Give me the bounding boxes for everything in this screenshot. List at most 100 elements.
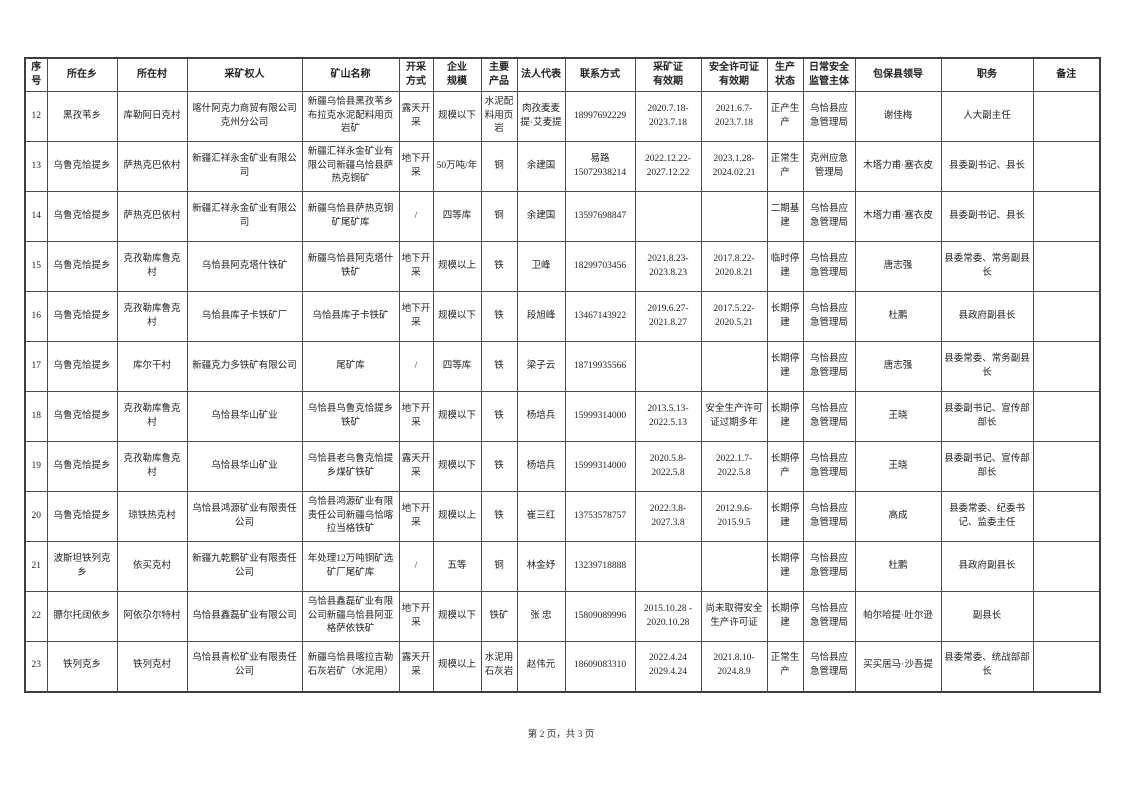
column-header-zw: 职务 [940, 57, 1034, 92]
table-cell-bbld: 唐志强 [854, 241, 942, 292]
table-cell-bbld: 杜鹏 [854, 541, 942, 592]
table-cell-ksmc: 乌恰县乌鲁克恰提乡铁矿 [301, 391, 400, 442]
table-cell-ckqr: 新疆汇祥永金矿业有限公司 [186, 191, 303, 242]
table-cell-qygm: 五等 [432, 541, 482, 592]
table-cell-ksmc: 年处理12万吨铜矿选矿厂尾矿库 [301, 541, 400, 592]
table-cell-ksmc: 新疆乌恰县萨热克铜矿尾矿库 [301, 191, 400, 242]
table-cell-cun: 库尔干村 [116, 341, 188, 392]
table-cell-ksmc: 乌恰县鸿源矿业有限责任公司新疆乌恰喀拉当格铁矿 [301, 491, 400, 542]
table-cell-bbld: 高成 [854, 491, 942, 542]
column-header-frdb: 法人代表 [516, 57, 566, 92]
table-cell-ckfs: 地下开采 [398, 291, 434, 342]
table-cell-bbld: 木塔力甫·塞衣皮 [854, 191, 942, 242]
table-cell-zw: 县政府副县长 [940, 541, 1034, 592]
table-cell-ckqr: 乌恰县阿克塔什铁矿 [186, 241, 303, 292]
table-cell-zw: 县委副书记、宣传部部长 [940, 441, 1034, 492]
table-cell-bbld: 谢佳梅 [854, 91, 942, 142]
table-cell-xh: 22 [24, 591, 48, 642]
table-cell-bz [1032, 441, 1101, 492]
table-cell-xh: 16 [24, 291, 48, 342]
table-cell-zw: 县委常委、常务副县长 [940, 241, 1034, 292]
table-cell-bbld: 木塔力甫·塞衣皮 [854, 141, 942, 192]
table-cell-bz [1032, 641, 1101, 692]
table-cell-bbld: 王晓 [854, 391, 942, 442]
table-cell-ckz: 2022.4.24 2029.4.24 [634, 641, 702, 692]
table-cell-sczt: 长期停建 [766, 341, 804, 392]
table-cell-zw: 人大副主任 [940, 91, 1034, 142]
table-cell-zw: 县委常委、统战部部长 [940, 641, 1034, 692]
table-cell-bz [1032, 591, 1101, 642]
table-cell-lxfs: 13239718888 [564, 541, 636, 592]
table-cell-jg: 克州应急管理局 [802, 141, 856, 192]
table-cell-aqxkz: 2017.8.22- 2020.8.21 [700, 241, 768, 292]
table-cell-bz [1032, 241, 1101, 292]
table-cell-aqxkz: 2017.5.22- 2020.5.21 [700, 291, 768, 342]
table-cell-lxfs: 13597698847 [564, 191, 636, 242]
table-cell-zw: 副县长 [940, 591, 1034, 642]
table-cell-xiang: 铁列克乡 [46, 641, 118, 692]
column-header-ckqr: 采矿权人 [186, 57, 303, 92]
table-cell-xh: 15 [24, 241, 48, 292]
table-cell-bbld: 唐志强 [854, 341, 942, 392]
table-cell-qygm: 50万吨/年 [432, 141, 482, 192]
table-cell-ckqr: 新疆汇祥永金矿业有限公司 [186, 141, 303, 192]
table-cell-xiang: 黑孜苇乡 [46, 91, 118, 142]
table-cell-ksmc: 新疆乌恰县喀拉吉勒石灰岩矿（水泥用） [301, 641, 400, 692]
table-cell-sczt: 长期停建 [766, 491, 804, 542]
table-cell-ckfs: / [398, 191, 434, 242]
table-cell-zw: 县委副书记、县长 [940, 141, 1034, 192]
table-cell-aqxkz [700, 541, 768, 592]
table-row: 22 膘尔托阔依乡 阿依尕尔特村 乌恰县鑫磊矿业有限公司 乌恰县鑫磊矿业有限公司新疆乌恰… [24, 591, 1101, 642]
table-cell-qygm: 规模以上 [432, 241, 482, 292]
table-cell-xiang: 膘尔托阔依乡 [46, 591, 118, 642]
table-cell-ksmc: 乌恰县鑫磊矿业有限公司新疆乌恰县阿亚格萨依铁矿 [301, 591, 400, 642]
table-cell-ckz [634, 191, 702, 242]
table-cell-qygm: 规模以下 [432, 441, 482, 492]
table-cell-jg: 乌恰县应急管理局 [802, 341, 856, 392]
table-cell-qygm: 规模以上 [432, 641, 482, 692]
table-cell-xh: 19 [24, 441, 48, 492]
column-header-ksmc: 矿山名称 [301, 57, 400, 92]
table-cell-xiang: 乌鲁克恰提乡 [46, 491, 118, 542]
table-row: 20 乌鲁克恰提乡 琼铁热克村 乌恰县鸿源矿业有限责任公司 乌恰县鸿源矿业有限责任公司新… [24, 491, 1101, 542]
table-cell-xh: 18 [24, 391, 48, 442]
table-cell-ckz: 2021.8.23- 2023.8.23 [634, 241, 702, 292]
table-cell-zycp: 铜 [480, 541, 518, 592]
table-cell-cun: 库勒阿日克村 [116, 91, 188, 142]
table-cell-bz [1032, 391, 1101, 442]
column-header-xiang: 所在乡 [46, 57, 118, 92]
table-cell-bz [1032, 91, 1101, 142]
table-cell-xh: 21 [24, 541, 48, 592]
table-cell-bz [1032, 291, 1101, 342]
table-cell-aqxkz [700, 341, 768, 392]
table-cell-ckqr: 乌恰县鑫磊矿业有限公司 [186, 591, 303, 642]
table-cell-lxfs: 18609083310 [564, 641, 636, 692]
table-row: 13 乌鲁克恰提乡 萨热克巴依村 新疆汇祥永金矿业有限公司 新疆汇祥永金矿业有限公司新疆… [24, 141, 1101, 192]
table-cell-lxfs: 18299703456 [564, 241, 636, 292]
table-cell-zycp: 铁 [480, 491, 518, 542]
table-cell-cun: 克孜勒库鲁克村 [116, 391, 188, 442]
table-cell-ckqr: 乌恰县鸿源矿业有限责任公司 [186, 491, 303, 542]
table-cell-lxfs: 18997692229 [564, 91, 636, 142]
table-cell-jg: 乌恰县应急管理局 [802, 391, 856, 442]
table-cell-ckqr: 新疆克力多铁矿有限公司 [186, 341, 303, 392]
table-cell-ksmc: 乌恰县老乌鲁克恰提乡煤矿铁矿 [301, 441, 400, 492]
table-cell-frdb: 余建国 [516, 191, 566, 242]
page-footer: 第 2 页，共 3 页 [527, 730, 595, 740]
table-cell-frdb: 杨培兵 [516, 441, 566, 492]
table-cell-lxfs: 13753578757 [564, 491, 636, 542]
table-cell-qygm: 规模以下 [432, 391, 482, 442]
table-cell-ckz: 2022.12.22- 2027.12.22 [634, 141, 702, 192]
table-cell-frdb: 卫峰 [516, 241, 566, 292]
table-cell-frdb: 张 忠 [516, 591, 566, 642]
table-cell-ckfs: 露天开采 [398, 91, 434, 142]
table-cell-frdb: 杨培兵 [516, 391, 566, 442]
column-header-sczt: 生产 状态 [766, 57, 804, 92]
table-cell-ckqr: 乌恰县库子卡铁矿厂 [186, 291, 303, 342]
table-cell-bbld: 买买居马·沙吾提 [854, 641, 942, 692]
table-cell-sczt: 正常生产 [766, 641, 804, 692]
table-cell-bz [1032, 191, 1101, 242]
table-cell-xh: 12 [24, 91, 48, 142]
table-cell-bbld: 帕尔哈提·吐尔逊 [854, 591, 942, 642]
table-cell-jg: 乌恰县应急管理局 [802, 291, 856, 342]
